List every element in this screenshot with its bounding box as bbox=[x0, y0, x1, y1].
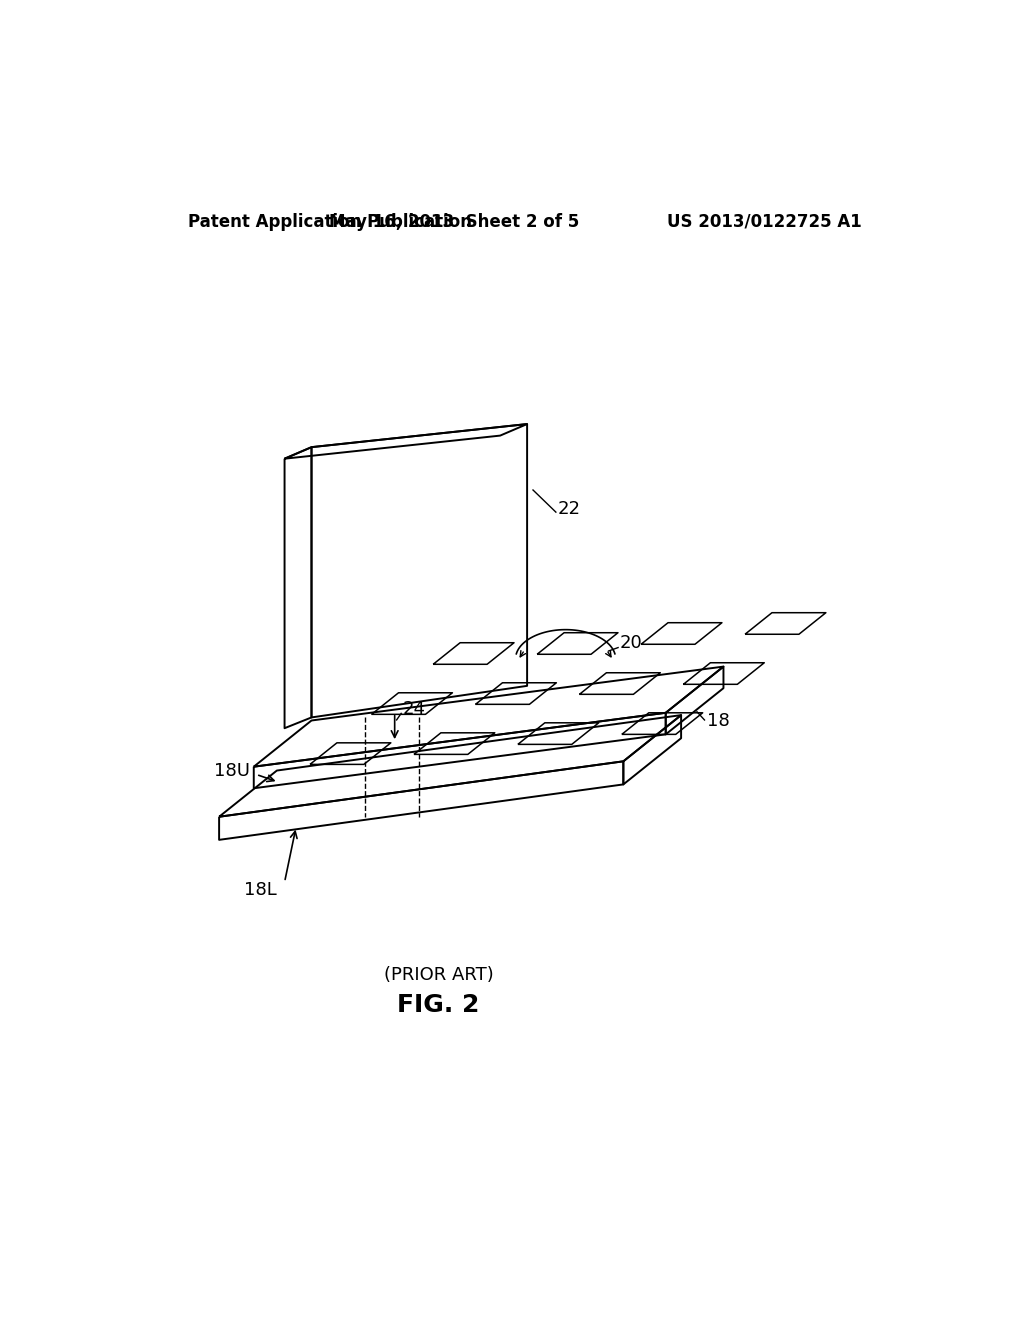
Text: 18U: 18U bbox=[214, 762, 250, 780]
Text: 18: 18 bbox=[707, 711, 729, 730]
Text: Patent Application Publication: Patent Application Publication bbox=[188, 213, 472, 231]
Text: (PRIOR ART): (PRIOR ART) bbox=[384, 966, 494, 983]
Text: May 16, 2013  Sheet 2 of 5: May 16, 2013 Sheet 2 of 5 bbox=[329, 213, 580, 231]
Text: 20: 20 bbox=[620, 635, 642, 652]
Text: 22: 22 bbox=[558, 500, 581, 517]
Text: 24: 24 bbox=[402, 700, 425, 718]
Text: 18L: 18L bbox=[244, 880, 276, 899]
Text: FIG. 2: FIG. 2 bbox=[397, 994, 480, 1018]
Text: US 2013/0122725 A1: US 2013/0122725 A1 bbox=[668, 213, 862, 231]
